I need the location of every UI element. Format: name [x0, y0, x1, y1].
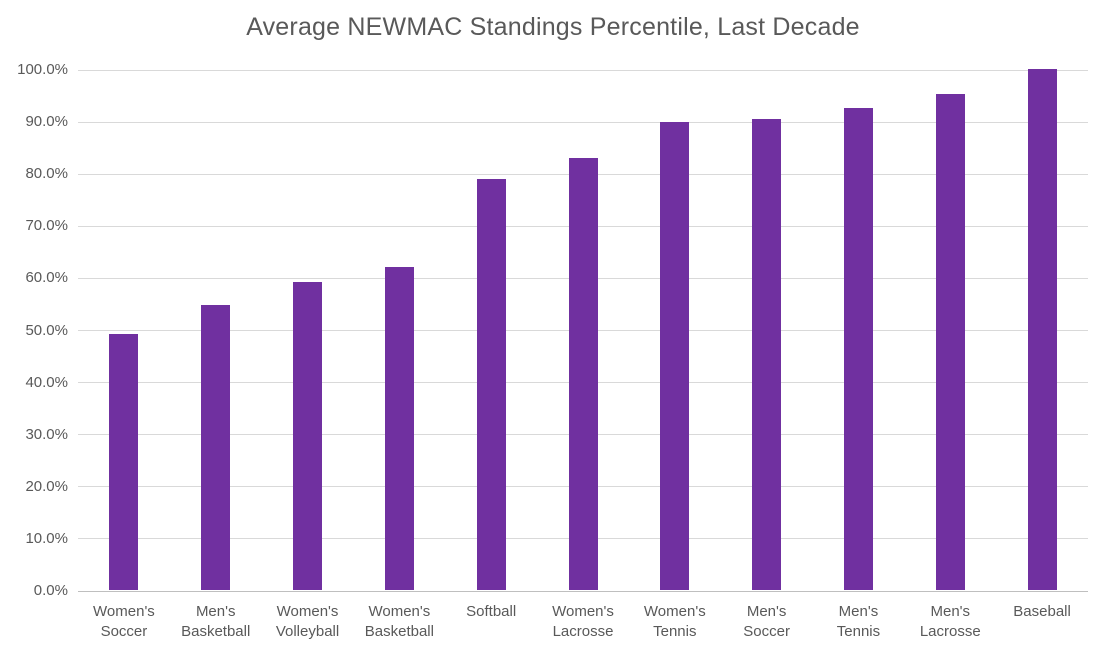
y-tick-label: 70.0%: [25, 217, 68, 235]
y-tick-label: 60.0%: [25, 269, 68, 287]
y-tick-label: 40.0%: [25, 373, 68, 391]
x-axis-line: [78, 590, 1088, 592]
bar: [293, 282, 323, 590]
bar: [109, 334, 139, 590]
y-tick-label: 0.0%: [33, 582, 68, 599]
bar: [843, 108, 873, 590]
x-category-label: Women's Basketball: [364, 603, 434, 640]
x-category-label: Men's Lacrosse: [919, 603, 981, 640]
bar: [660, 122, 690, 590]
x-category-label: Women's Volleyball: [275, 603, 340, 640]
bar: [935, 94, 965, 590]
x-category-label: Men's Tennis: [836, 603, 881, 640]
bar: [568, 157, 598, 590]
y-axis: 0.0% 10.0% 20.0% 30.0% 40.0% 50.0% 60.0% 70.0% 8…: [0, 0, 68, 656]
bar: [476, 178, 506, 590]
y-tick-label: 90.0%: [25, 113, 68, 131]
x-category-label: Softball: [466, 603, 517, 620]
x-axis: Women's Soccer Men's Basketball Women's Vo…: [78, 602, 1088, 656]
bar: [201, 305, 231, 590]
gridline: [78, 69, 1088, 71]
bar: [384, 266, 414, 590]
x-category-label: Baseball: [1013, 603, 1071, 620]
y-tick-label: 20.0%: [25, 477, 68, 495]
y-tick-label: 100.0%: [17, 61, 68, 78]
x-category-label: Women's Lacrosse: [552, 603, 614, 640]
y-tick-label: 80.0%: [25, 165, 68, 183]
x-category-label: Men's Soccer: [743, 603, 790, 640]
x-category-label: Men's Basketball: [181, 603, 251, 640]
y-tick-label: 10.0%: [25, 529, 68, 547]
bar: [1027, 69, 1057, 590]
gridline: [78, 121, 1088, 123]
y-tick-label: 50.0%: [25, 321, 68, 339]
plot-area: [78, 69, 1088, 592]
x-category-label: Women's Tennis: [643, 603, 706, 640]
y-tick-label: 30.0%: [25, 425, 68, 443]
x-category-label: Women's Soccer: [93, 603, 155, 640]
chart-title: Average NEWMAC Standings Percentile, Las…: [246, 13, 860, 41]
bar: [752, 119, 782, 590]
